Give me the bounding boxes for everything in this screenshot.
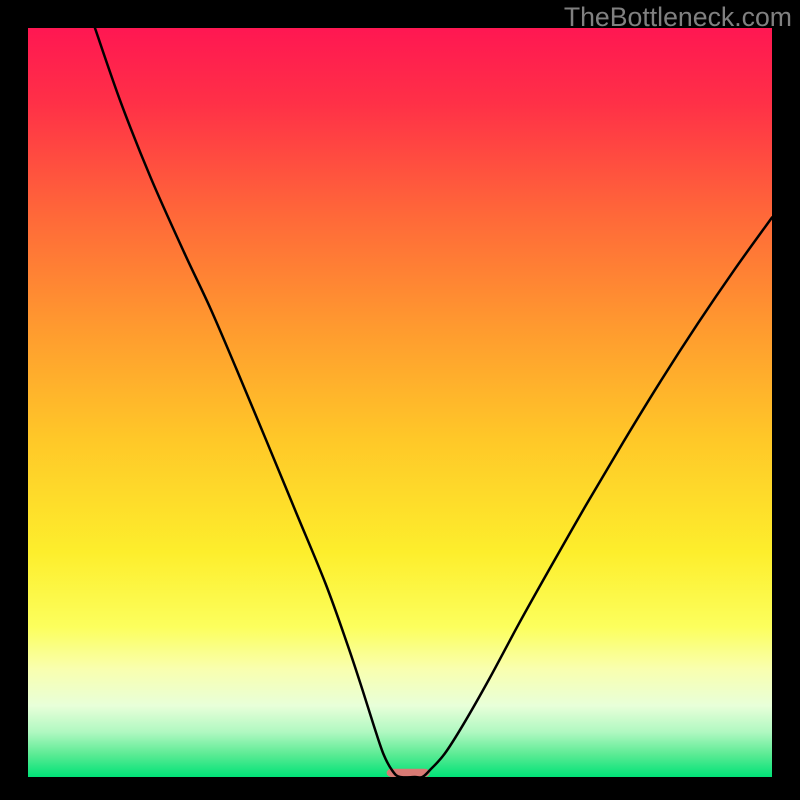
plot-area bbox=[28, 28, 772, 777]
bottleneck-curve bbox=[95, 28, 772, 777]
curve-layer bbox=[28, 28, 772, 777]
watermark-text: TheBottleneck.com bbox=[564, 2, 792, 33]
chart-stage: TheBottleneck.com bbox=[0, 0, 800, 800]
